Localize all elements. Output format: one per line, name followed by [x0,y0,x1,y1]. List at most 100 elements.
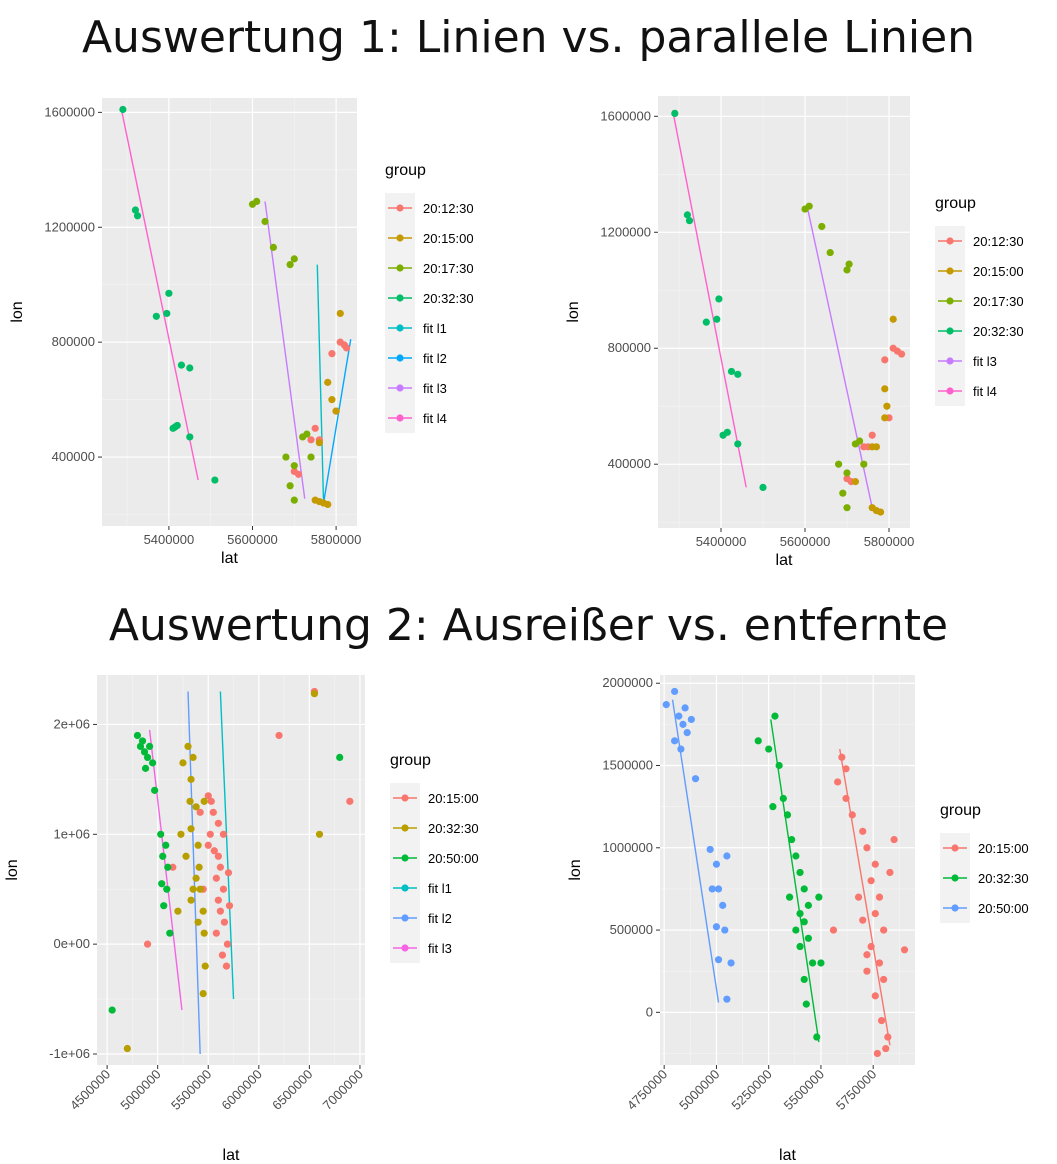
data-point [723,995,731,1003]
x-tick-label: 4750000 [624,1067,670,1113]
data-point [342,344,351,352]
data-point [875,893,884,901]
data-point [671,737,679,745]
legend-label: 20:17:30 [423,261,474,276]
data-point [788,835,796,844]
data-point [900,946,909,954]
x-tick-label: 5500000 [781,1067,827,1113]
legend-label: fit l3 [423,381,447,396]
legend-entry: 20:50:00 [940,893,1029,923]
data-point [136,742,145,751]
x-tick-label: 5750000 [833,1067,879,1113]
data-point [779,794,787,803]
data-point [186,797,194,805]
data-point [886,868,894,877]
legend-label: fit l1 [428,881,452,896]
data-point [867,877,875,885]
data-point [883,402,891,410]
data-point [796,868,804,877]
y-axis-title: lon [9,301,26,322]
data-point [294,470,303,478]
data-point [792,926,800,934]
data-point [143,940,152,948]
data-point [685,217,694,225]
data-point [681,704,689,712]
data-point [207,797,215,805]
data-point [192,803,200,811]
x-tick-label: 4500000 [67,1067,113,1113]
legend-key-point [396,354,404,362]
data-point [723,852,731,860]
data-point [286,482,294,490]
legend-entry: 20:15:00 [385,223,474,253]
data-point [194,918,202,926]
data-point [687,715,695,724]
data-point [860,460,868,468]
legend-label: fit l2 [428,911,452,926]
legend-title: group [385,162,426,179]
legend-key-point [401,944,409,952]
legend-key-point [946,267,954,275]
fit-line [187,691,201,1055]
legend-label: 20:50:00 [978,901,1029,916]
data-point [187,896,195,904]
y-tick-label: 800000 [52,334,95,349]
data-point [189,753,197,761]
y-axis-title: lon [4,859,21,880]
legend-label: fit l4 [973,384,997,399]
legend-key-point [946,387,954,395]
legend-key-point [396,204,404,212]
data-point [216,863,224,871]
data-point [286,261,294,269]
data-point [187,825,195,833]
data-point [759,483,767,492]
data-point [734,440,742,448]
y-tick-label: -1e+06 [49,1046,90,1061]
y-tick-label: 400000 [608,456,651,471]
legend-key-point [946,357,954,365]
legend-label: 20:15:00 [973,264,1024,279]
y-axis-title: lon [565,301,582,322]
data-point [854,893,863,901]
data-point [848,811,856,819]
legend-entry: 20:50:00 [390,843,479,873]
x-tick-label: 5000000 [117,1067,163,1113]
y-tick-label: 500000 [610,922,653,937]
data-point [210,847,218,855]
legend-key-point [946,297,954,305]
data-point [140,748,149,756]
data-point [877,1016,886,1025]
x-tick-label: 7000000 [320,1067,366,1113]
data-point [871,910,879,918]
data-point [881,356,889,364]
data-point [845,260,853,268]
data-point [783,811,792,819]
data-point [220,918,229,926]
x-tick-label: 5800000 [311,532,362,547]
y-tick-label: 1600000 [44,104,95,119]
data-point [871,860,879,868]
data-point [800,918,808,926]
data-point [872,443,880,451]
x-tick-label: 5500000 [168,1067,214,1113]
legend-label: 20:50:00 [428,851,479,866]
data-point [714,956,723,964]
x-tick-label: 5250000 [728,1067,774,1113]
data-point [224,869,233,877]
data-point [159,852,167,860]
legend-key-point [396,264,404,272]
data-point [712,860,721,868]
data-point [219,830,228,838]
data-point [195,863,203,871]
data-point [253,197,261,206]
data-point [859,827,867,835]
data-point [275,731,283,740]
data-point [204,792,212,800]
legend-entry: 20:15:00 [940,833,1029,863]
data-point [851,478,859,486]
data-point [324,378,332,386]
legend-title: group [940,802,981,819]
data-point [171,423,179,431]
data-point [859,916,867,924]
data-point [214,896,222,904]
